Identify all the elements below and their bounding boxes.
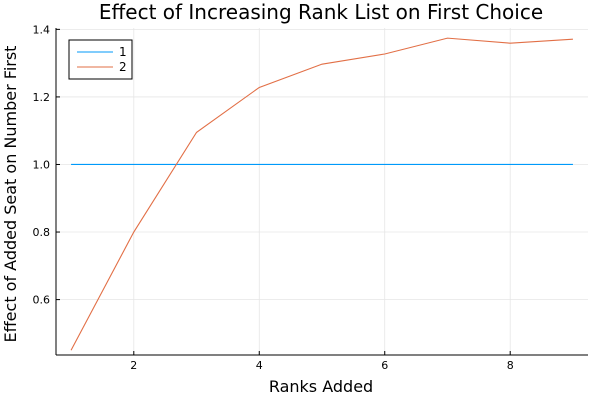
legend-label-1: 1 — [119, 45, 127, 59]
y-tick-label: 1.0 — [33, 158, 51, 171]
y-axis-label: Effect of Added Seat on Number First — [1, 46, 20, 343]
x-tick-label: 4 — [256, 359, 263, 372]
tick-labels: 2 4 6 8 0.6 0.8 1.0 1.2 1.4 — [33, 23, 514, 372]
axes — [55, 28, 588, 356]
y-tick-label: 0.8 — [33, 226, 51, 239]
x-tick-label: 2 — [130, 359, 137, 372]
series-lines — [70, 37, 573, 351]
y-tick-label: 0.6 — [33, 294, 51, 307]
x-axis-label: Ranks Added — [269, 377, 373, 396]
x-tick-label: 8 — [507, 359, 514, 372]
chart-title: Effect of Increasing Rank List on First … — [99, 0, 543, 24]
legend-box — [68, 39, 133, 80]
grid — [56, 28, 588, 355]
y-tick-label: 1.2 — [33, 91, 51, 104]
legend-label-2: 2 — [119, 60, 127, 74]
series-line-2 — [70, 37, 573, 351]
y-tick-label: 1.4 — [33, 23, 51, 36]
legend: 12 — [68, 39, 133, 80]
x-tick-label: 6 — [381, 359, 388, 372]
